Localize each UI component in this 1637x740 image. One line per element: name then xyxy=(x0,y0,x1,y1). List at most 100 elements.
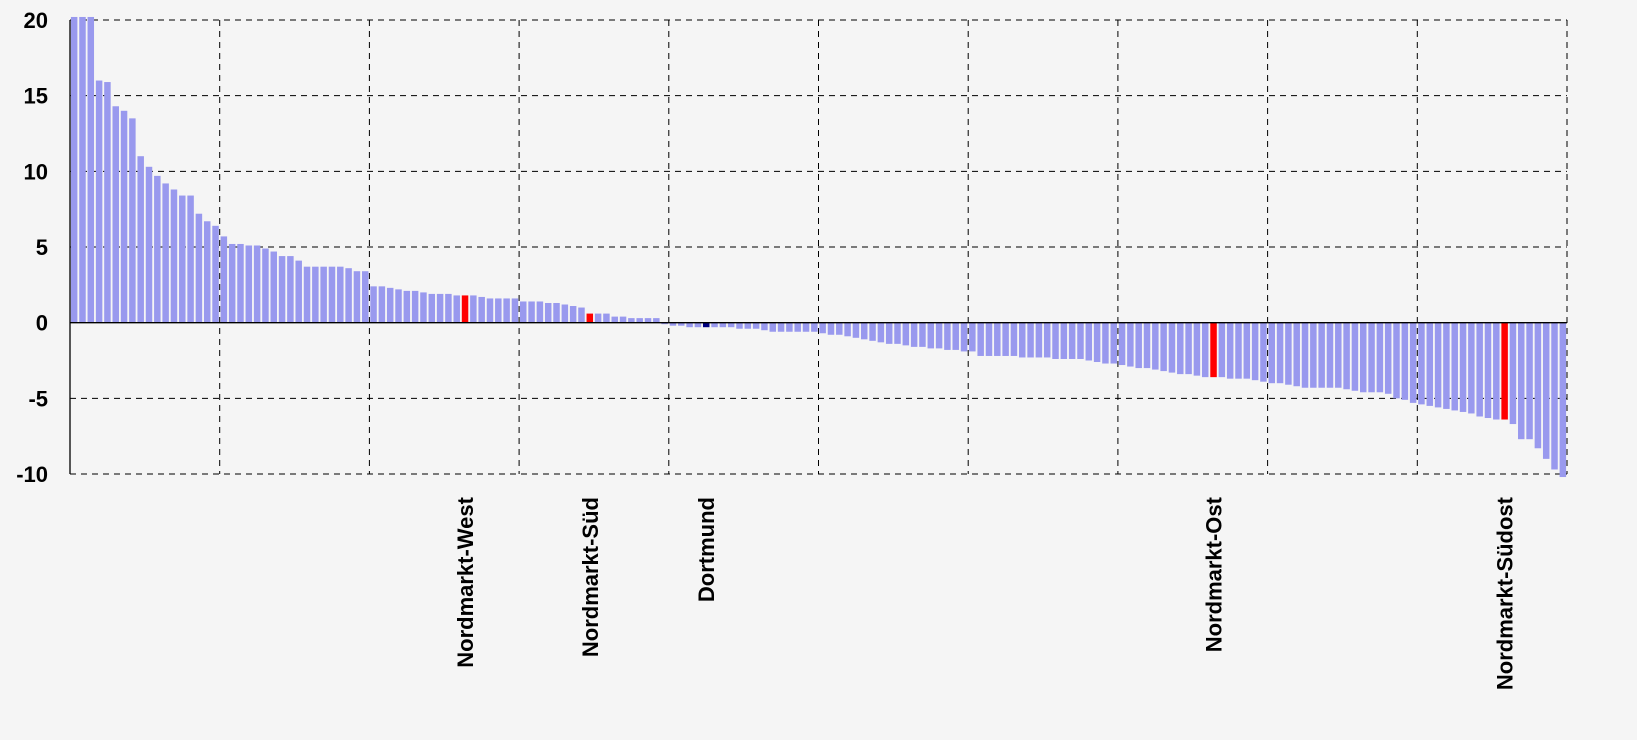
bar xyxy=(736,322,743,329)
bar xyxy=(428,293,436,323)
bar xyxy=(1235,322,1242,379)
bar xyxy=(752,322,760,329)
bar xyxy=(1251,322,1259,381)
y-tick-label: 5 xyxy=(36,235,48,260)
bar xyxy=(1193,322,1201,376)
bar xyxy=(569,306,577,323)
bar xyxy=(104,82,111,323)
bar xyxy=(328,266,336,323)
y-tick-labels: 20 15 10 5 0 -5 -10 xyxy=(16,8,48,487)
bar xyxy=(603,313,610,323)
bar xyxy=(902,322,910,346)
bar xyxy=(1152,322,1159,370)
y-tick-label: 0 xyxy=(36,311,48,336)
bar xyxy=(686,322,693,328)
bar xyxy=(361,271,369,323)
bar xyxy=(295,260,302,323)
bar xyxy=(1326,322,1334,388)
bar xyxy=(694,322,702,328)
bar xyxy=(1260,322,1267,382)
bar xyxy=(420,292,427,323)
bar xyxy=(1551,322,1558,470)
bar xyxy=(1484,322,1492,419)
bar xyxy=(869,322,876,341)
bar xyxy=(378,286,386,323)
bar xyxy=(1384,322,1392,394)
bar xyxy=(669,322,677,326)
y-tick-label: 20 xyxy=(24,8,48,33)
bar xyxy=(1468,322,1475,414)
bar xyxy=(544,302,552,323)
bar-dortmund xyxy=(702,322,710,328)
bar xyxy=(170,189,178,323)
category-label: Nordmarkt-Ost xyxy=(1202,496,1227,652)
bar xyxy=(877,322,885,343)
bar xyxy=(220,236,228,323)
bar xyxy=(969,322,976,352)
bar xyxy=(1185,322,1192,375)
bar xyxy=(511,298,519,323)
bar xyxy=(195,213,203,323)
category-label: Dortmund xyxy=(694,497,719,602)
bar xyxy=(278,256,286,323)
bar xyxy=(594,313,602,323)
bar xyxy=(270,251,278,323)
bar xyxy=(1118,322,1126,366)
bar xyxy=(1068,322,1076,359)
bar xyxy=(370,286,377,323)
bar xyxy=(1459,322,1467,412)
bar xyxy=(395,289,402,323)
bar xyxy=(811,322,818,332)
bar xyxy=(927,322,935,349)
bar xyxy=(944,322,951,350)
bar xyxy=(619,316,627,323)
bar xyxy=(1351,322,1359,391)
bar xyxy=(1019,322,1026,358)
bar xyxy=(445,293,452,323)
bar xyxy=(303,266,311,323)
bar xyxy=(653,318,660,323)
bar xyxy=(1218,322,1226,378)
bar xyxy=(1293,322,1300,387)
bar xyxy=(977,322,984,356)
bar xyxy=(1559,322,1567,478)
bar xyxy=(129,118,136,323)
bar xyxy=(436,293,444,323)
bar xyxy=(386,287,394,323)
bar xyxy=(935,322,943,349)
bar xyxy=(1393,322,1400,399)
bar xyxy=(237,243,244,323)
category-labels: Nordmarkt-West Nordmarkt-Süd Dortmund Nordm… xyxy=(453,496,1518,690)
bar xyxy=(403,290,411,323)
bar xyxy=(1027,322,1034,358)
bar xyxy=(536,301,544,323)
bar xyxy=(503,298,510,323)
bar xyxy=(345,268,352,323)
bar xyxy=(852,322,860,338)
bar xyxy=(1010,322,1018,356)
bar xyxy=(1542,322,1550,459)
bar xyxy=(985,322,993,356)
category-label: Nordmarkt-West xyxy=(453,496,478,667)
bar xyxy=(203,221,211,323)
bar xyxy=(611,316,618,323)
bar xyxy=(1310,322,1317,388)
bar xyxy=(320,266,327,323)
bar xyxy=(561,304,569,323)
bar xyxy=(228,243,236,323)
bar xyxy=(578,307,585,323)
bar xyxy=(802,322,810,332)
bar xyxy=(120,110,128,323)
bar xyxy=(553,302,560,323)
bar xyxy=(711,322,718,328)
bar xyxy=(1276,322,1284,384)
bar xyxy=(486,298,494,323)
bar xyxy=(994,322,1001,356)
bar-nordmarkt-s-d xyxy=(586,313,594,323)
bar xyxy=(1359,322,1367,393)
bar xyxy=(1035,322,1043,358)
bar xyxy=(761,322,768,331)
bar xyxy=(212,225,219,323)
bar-nordmarkt-west xyxy=(461,295,469,323)
